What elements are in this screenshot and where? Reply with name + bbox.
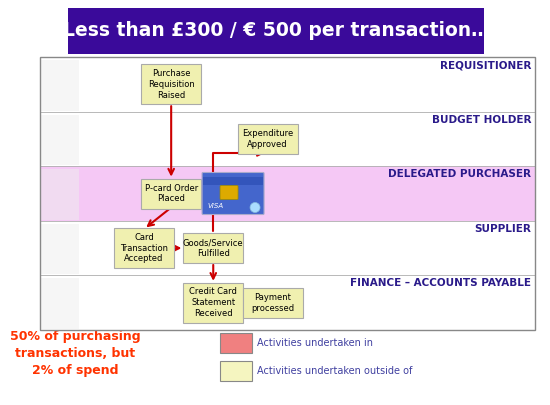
Text: 50% of purchasing
transactions, but
2% of spend: 50% of purchasing transactions, but 2% o… xyxy=(10,330,140,377)
FancyBboxPatch shape xyxy=(203,177,263,185)
FancyBboxPatch shape xyxy=(41,169,79,220)
Text: P-card Order
Placed: P-card Order Placed xyxy=(145,183,198,203)
Text: BUDGET HOLDER: BUDGET HOLDER xyxy=(432,115,531,125)
Text: Credit Card
Statement
Received: Credit Card Statement Received xyxy=(189,288,237,318)
FancyBboxPatch shape xyxy=(243,288,303,318)
FancyBboxPatch shape xyxy=(220,185,238,200)
Text: SUPPLIER: SUPPLIER xyxy=(474,224,531,234)
FancyBboxPatch shape xyxy=(202,173,264,215)
FancyBboxPatch shape xyxy=(220,361,252,381)
Text: Payment
processed: Payment processed xyxy=(251,293,294,313)
FancyBboxPatch shape xyxy=(41,60,79,111)
FancyBboxPatch shape xyxy=(40,221,535,275)
Text: VISA: VISA xyxy=(207,202,223,209)
FancyBboxPatch shape xyxy=(40,57,535,112)
Circle shape xyxy=(250,202,260,213)
Text: Card
Transaction
Accepted: Card Transaction Accepted xyxy=(120,233,168,263)
Text: Expenditure
Approved: Expenditure Approved xyxy=(242,129,293,149)
Text: Goods/Service
Fulfilled: Goods/Service Fulfilled xyxy=(183,238,244,258)
FancyBboxPatch shape xyxy=(41,224,79,275)
FancyBboxPatch shape xyxy=(141,64,201,104)
FancyBboxPatch shape xyxy=(40,275,535,330)
FancyBboxPatch shape xyxy=(220,333,252,353)
FancyBboxPatch shape xyxy=(40,166,535,221)
FancyBboxPatch shape xyxy=(183,283,243,323)
FancyBboxPatch shape xyxy=(114,228,174,268)
FancyBboxPatch shape xyxy=(68,8,484,54)
FancyBboxPatch shape xyxy=(41,115,79,165)
FancyBboxPatch shape xyxy=(183,233,243,263)
FancyBboxPatch shape xyxy=(141,179,201,209)
Text: Purchase
Requisition
Raised: Purchase Requisition Raised xyxy=(148,69,195,100)
Text: Activities undertaken outside of: Activities undertaken outside of xyxy=(257,366,412,376)
Text: FINANCE – ACCOUNTS PAYABLE: FINANCE – ACCOUNTS PAYABLE xyxy=(350,278,531,288)
FancyBboxPatch shape xyxy=(40,112,535,166)
Text: REQUISITIONER: REQUISITIONER xyxy=(439,60,531,70)
Text: Activities undertaken in: Activities undertaken in xyxy=(257,338,373,348)
FancyBboxPatch shape xyxy=(41,278,79,329)
Text: DELEGATED PURCHASER: DELEGATED PURCHASER xyxy=(388,169,531,179)
FancyBboxPatch shape xyxy=(238,124,298,154)
Text: Less than £300 / € 500 per transaction…: Less than £300 / € 500 per transaction… xyxy=(63,21,490,40)
